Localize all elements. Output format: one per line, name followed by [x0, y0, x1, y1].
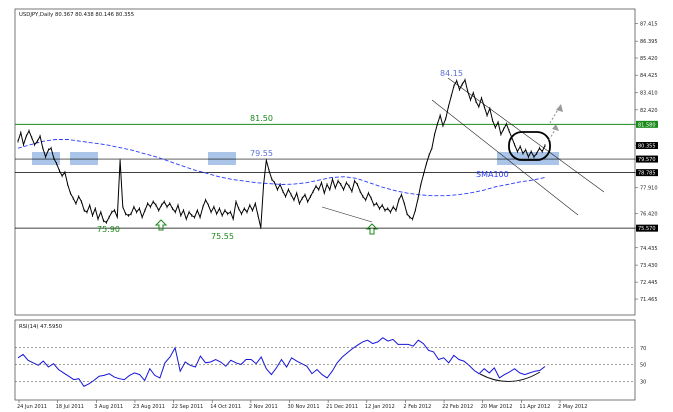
- y-tick-label: 82.420: [640, 108, 658, 114]
- channel-line-upper: [447, 77, 605, 193]
- up-arrow-icon: [154, 219, 168, 231]
- sma-line: [17, 139, 546, 197]
- symbol-header: USDJPY,Daily 80.367 80.438 80.146 80.355: [19, 12, 134, 18]
- x-tick-label: 2 Feb 2012: [403, 404, 431, 410]
- x-tick-label: 2 Nov 2011: [249, 404, 278, 410]
- arrow-head-1: [552, 124, 559, 131]
- rsi-level-label: 70: [640, 346, 646, 352]
- level-badge-label: 75.570: [638, 226, 656, 232]
- y-tick-label: 74.435: [640, 246, 658, 252]
- low-annotation-left: 75.90: [97, 225, 120, 234]
- high-annotation: 84.15: [440, 69, 463, 78]
- level-badge: [636, 169, 658, 177]
- current-price-badge: [636, 142, 658, 150]
- level-badge: [636, 224, 658, 232]
- channel-line-lower: [431, 99, 579, 216]
- y-tick-label: 77.910: [640, 186, 658, 192]
- low-annotation-mid: 75.55: [211, 232, 234, 241]
- level-badge-label: 81.580: [638, 122, 656, 128]
- arrow-head-2: [556, 104, 563, 112]
- x-tick-label: 21 Dec 2011: [326, 404, 358, 410]
- x-tick-label: 3 Aug 2011: [94, 404, 123, 410]
- level-badge: [636, 155, 658, 163]
- rsi-header: RSI(14) 47.5950: [19, 324, 63, 330]
- x-tick-label: 2 May 2012: [558, 404, 587, 410]
- x-tick-label: 30 Nov 2011: [288, 404, 320, 410]
- y-tick-label: 84.425: [640, 73, 658, 79]
- support-highlight-2: [70, 152, 98, 165]
- rsi-line: [17, 337, 546, 387]
- rsi-panel-frame: [14, 319, 636, 401]
- x-tick-label: 14 Oct 2011: [210, 404, 241, 410]
- x-tick-label: 11 Apr 2012: [519, 404, 550, 410]
- x-tick-label: 22 Feb 2012: [442, 404, 473, 410]
- current-price-label: 80.355: [638, 144, 656, 150]
- level-badge-label: 78.785: [638, 171, 656, 177]
- x-tick-label: 12 Jan 2012: [365, 404, 395, 410]
- level-badge-label: 79.570: [638, 157, 656, 163]
- y-tick-label: 71.465: [640, 297, 658, 303]
- y-tick-label: 85.420: [640, 56, 658, 62]
- y-tick-label: 76.420: [640, 211, 658, 217]
- x-tick-label: 18 Jul 2011: [56, 404, 84, 410]
- rsi-level-label: 30: [640, 379, 646, 385]
- level-label-79-55: 79.55: [250, 149, 273, 158]
- level-label-81-50: 81.50: [250, 114, 273, 123]
- y-tick-label: 87.415: [640, 22, 658, 28]
- y-tick-label: 83.410: [640, 91, 658, 97]
- level-badge: [636, 120, 658, 128]
- up-arrow-icon: [365, 223, 379, 235]
- consolidation-ellipse: [508, 131, 551, 161]
- y-tick-label: 73.430: [640, 263, 658, 269]
- sma-label: SMA100: [476, 170, 509, 179]
- rsi-divergence-arc: [479, 371, 541, 383]
- support-trendline: [321, 206, 373, 223]
- y-tick-label: 72.445: [640, 280, 658, 286]
- x-tick-label: 22 Sep 2011: [172, 404, 204, 410]
- price-line: [17, 78, 546, 228]
- x-tick-label: 24 Jun 2011: [17, 404, 47, 410]
- rsi-level-label: 50: [640, 363, 646, 369]
- x-tick-label: 23 Aug 2011: [133, 404, 165, 410]
- support-highlight-3: [208, 152, 236, 165]
- x-tick-label: 20 Mar 2012: [481, 404, 513, 410]
- y-tick-label: 86.395: [640, 39, 658, 45]
